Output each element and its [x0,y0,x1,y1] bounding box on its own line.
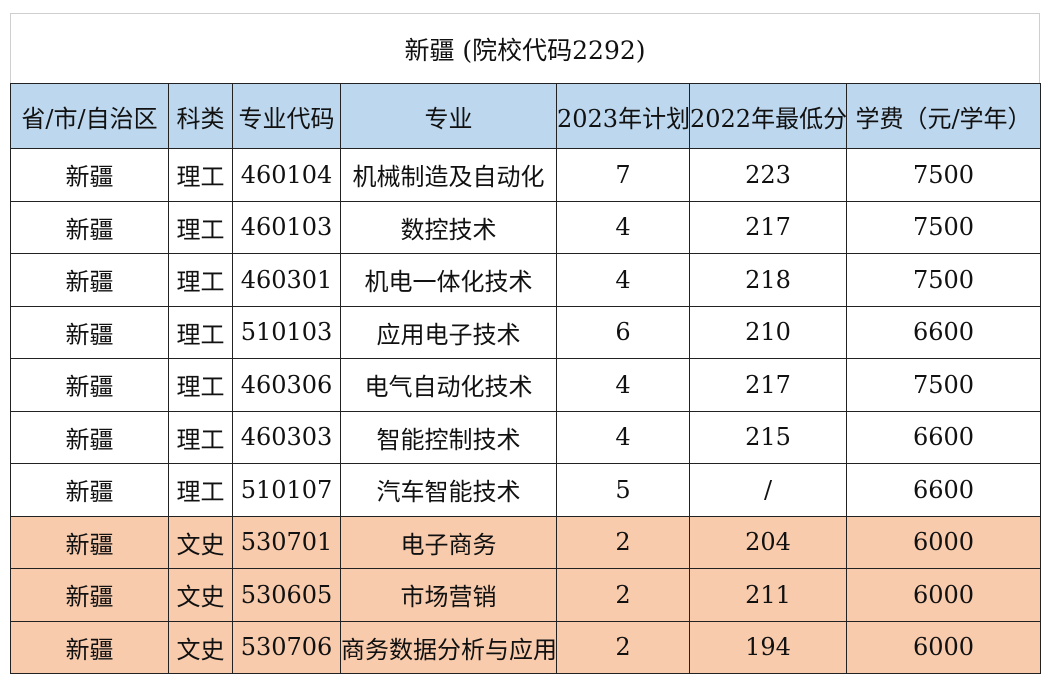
cell-major-code: 460104 [232,148,341,202]
cell-plan: 5 [556,463,690,517]
table-row: 新疆 理工 460301 机电一体化技术 4 218 7500 [10,253,1041,307]
cell-tuition: 6600 [846,305,1041,359]
cell-tuition: 6000 [846,620,1041,674]
cell-category: 理工 [168,305,233,359]
cell-min-score: 210 [689,305,847,359]
cell-min-score: / [689,463,847,517]
col-header-tuition: 学费（元/学年） [846,83,1041,149]
cell-region: 新疆 [10,620,169,674]
cell-major: 电气自动化技术 [340,358,557,412]
cell-major: 数控技术 [340,200,557,254]
cell-min-score: 217 [689,200,847,254]
cell-region: 新疆 [10,305,169,359]
table-row: 新疆 理工 510103 应用电子技术 6 210 6600 [10,305,1041,359]
cell-tuition: 7500 [846,200,1041,254]
cell-min-score: 204 [689,515,847,569]
admissions-table: 省/市/自治区 科类 专业代码 专业 2023年计划 2022年最低分 学费（元… [10,83,1041,674]
col-header-plan-2023: 2023年计划 [556,83,690,149]
sheet-title: 新疆 (院校代码2292) [10,13,1040,83]
cell-min-score: 223 [689,148,847,202]
cell-major-code: 460103 [232,200,341,254]
col-header-region: 省/市/自治区 [10,83,169,149]
cell-tuition: 7500 [846,148,1041,202]
cell-major-code: 510103 [232,305,341,359]
cell-plan: 6 [556,305,690,359]
cell-major: 电子商务 [340,515,557,569]
cell-tuition: 7500 [846,253,1041,307]
cell-region: 新疆 [10,463,169,517]
cell-major: 汽车智能技术 [340,463,557,517]
cell-category: 理工 [168,148,233,202]
cell-major: 应用电子技术 [340,305,557,359]
cell-plan: 4 [556,358,690,412]
cell-category: 文史 [168,568,233,622]
cell-region: 新疆 [10,410,169,464]
header-row: 省/市/自治区 科类 专业代码 专业 2023年计划 2022年最低分 学费（元… [10,83,1041,149]
cell-min-score: 218 [689,253,847,307]
cell-region: 新疆 [10,148,169,202]
cell-major-code: 530706 [232,620,341,674]
cell-tuition: 7500 [846,358,1041,412]
cell-region: 新疆 [10,358,169,412]
table-row: 新疆 理工 460303 智能控制技术 4 215 6600 [10,410,1041,464]
cell-major: 机械制造及自动化 [340,148,557,202]
cell-min-score: 217 [689,358,847,412]
col-header-major-code: 专业代码 [232,83,341,149]
cell-region: 新疆 [10,200,169,254]
cell-major-code: 460301 [232,253,341,307]
cell-major: 智能控制技术 [340,410,557,464]
cell-category: 理工 [168,358,233,412]
cell-tuition: 6000 [846,568,1041,622]
cell-tuition: 6000 [846,515,1041,569]
table-row: 新疆 文史 530706 商务数据分析与应用 2 194 6000 [10,620,1041,674]
cell-plan: 2 [556,620,690,674]
cell-plan: 4 [556,410,690,464]
admissions-sheet: 新疆 (院校代码2292) 省/市/自治区 科类 专业代码 专业 2023年计划… [10,13,1041,681]
cell-region: 新疆 [10,253,169,307]
cell-plan: 4 [556,253,690,307]
cell-plan: 2 [556,568,690,622]
cell-category: 理工 [168,253,233,307]
cell-category: 文史 [168,515,233,569]
cell-major-code: 460303 [232,410,341,464]
cell-category: 理工 [168,200,233,254]
cell-major-code: 460306 [232,358,341,412]
cell-category: 理工 [168,410,233,464]
cell-region: 新疆 [10,568,169,622]
table-row: 新疆 文史 530605 市场营销 2 211 6000 [10,568,1041,622]
cell-major: 商务数据分析与应用 [340,620,557,674]
cell-plan: 4 [556,200,690,254]
col-header-major: 专业 [340,83,557,149]
cell-major: 机电一体化技术 [340,253,557,307]
cell-region: 新疆 [10,515,169,569]
cell-category: 文史 [168,620,233,674]
cell-major: 市场营销 [340,568,557,622]
cell-min-score: 211 [689,568,847,622]
table-row: 新疆 理工 510107 汽车智能技术 5/6600 [10,463,1041,517]
cell-tuition: 6600 [846,410,1041,464]
cell-major-code: 530605 [232,568,341,622]
cell-major-code: 510107 [232,463,341,517]
cell-plan: 7 [556,148,690,202]
cell-min-score: 215 [689,410,847,464]
cell-tuition: 6600 [846,463,1041,517]
table-row: 新疆 理工 460104 机械制造及自动化 7 223 7500 [10,148,1041,202]
cell-min-score: 194 [689,620,847,674]
col-header-category: 科类 [168,83,233,149]
table-row: 新疆 理工 460103 数控技术 4 217 7500 [10,200,1041,254]
table-row: 新疆 文史 530701 电子商务 2 204 6000 [10,515,1041,569]
table-row: 新疆 理工 460306 电气自动化技术 4 217 7500 [10,358,1041,412]
cell-major-code: 530701 [232,515,341,569]
cell-plan: 2 [556,515,690,569]
col-header-min-score-2022: 2022年最低分 [689,83,847,149]
cell-category: 理工 [168,463,233,517]
